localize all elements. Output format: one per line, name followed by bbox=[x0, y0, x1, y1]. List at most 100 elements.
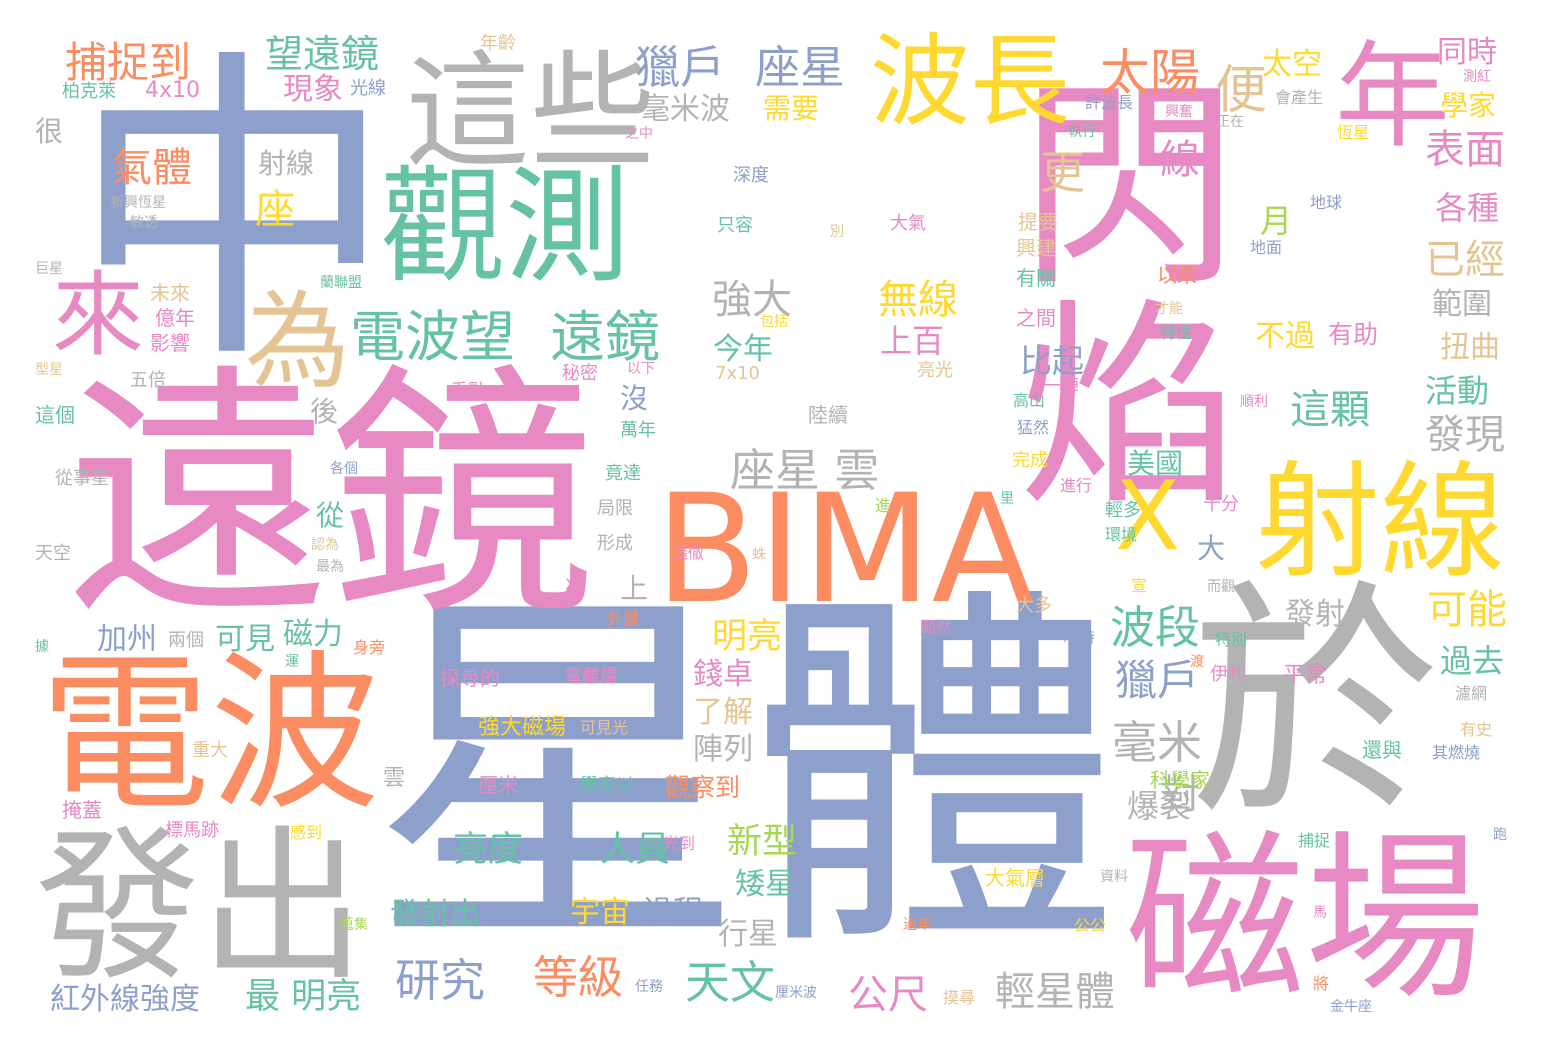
word-qingxingti: 輕星體 bbox=[995, 969, 1115, 1015]
word-guangxian: 光線 bbox=[350, 78, 386, 99]
word-daduo: 大多 bbox=[1016, 595, 1052, 616]
word-xingfen: 興奮 bbox=[1165, 104, 1193, 120]
word-cong: 從 bbox=[316, 499, 345, 532]
word-wuxian: 無線 bbox=[878, 277, 958, 323]
word-gezhong: 各種 bbox=[1435, 189, 1500, 227]
word-zhirong: 只容 bbox=[717, 215, 753, 236]
word-kejianguang: 可見光 bbox=[580, 718, 629, 737]
word-haomi: 毫米 bbox=[1112, 716, 1203, 769]
word-nianling: 年齡 bbox=[480, 33, 516, 54]
word-yuanjing: 遠鏡 bbox=[65, 343, 595, 651]
word-ju: 據 bbox=[35, 639, 49, 655]
word-guanchadao: 觀察到 bbox=[665, 773, 741, 802]
word-yijing: 已經 bbox=[1425, 237, 1505, 283]
word-zhengzai: 正在 bbox=[1216, 114, 1244, 130]
word-jinnian: 今年 bbox=[713, 332, 773, 367]
word-xingjian: 興建 bbox=[1016, 236, 1056, 260]
word-congshixing: 從事星 bbox=[55, 468, 109, 489]
word-xingti: 星體 bbox=[370, 559, 1120, 995]
word-renwu: 任務 bbox=[635, 979, 663, 995]
word-tiyao: 提要 bbox=[1018, 210, 1058, 234]
word-tebie: 特別 bbox=[1215, 630, 1248, 649]
word-yuanjing-2: 遠鏡 bbox=[550, 305, 661, 369]
word-qiangdacichang: 強大磁場 bbox=[478, 715, 567, 740]
word-huichansheng: 會產生 bbox=[1275, 88, 1324, 107]
word-bokelai: 柏克萊 bbox=[62, 81, 116, 102]
word-bie: 別 bbox=[830, 224, 844, 240]
word-meiguo: 美國 bbox=[1127, 447, 1184, 480]
word-zhijian: 之間 bbox=[1016, 306, 1056, 330]
word-caineng: 才能 bbox=[1155, 301, 1183, 317]
word-mengran: 猛然 bbox=[1017, 418, 1050, 437]
word-geng: 更 bbox=[1040, 146, 1086, 199]
word-xingxing: 行星 bbox=[718, 917, 778, 952]
word-shangbai: 上百 bbox=[880, 322, 945, 360]
word-biqi: 比起 bbox=[1020, 342, 1085, 380]
word-liaojie: 了解 bbox=[693, 695, 753, 730]
word-zhongdian: 重點 bbox=[450, 381, 486, 402]
word-renwei: 認為 bbox=[311, 537, 339, 553]
word-x: X bbox=[1115, 462, 1181, 572]
word-jiazhou: 加州 bbox=[97, 622, 157, 657]
word-qingduo: 輕多 bbox=[1105, 500, 1141, 521]
word-erguan: 而觀 bbox=[1207, 579, 1235, 595]
word-x-small: X bbox=[565, 575, 576, 594]
word-yangai: 掩蓋 bbox=[62, 798, 102, 822]
word-lanlianmeng: 蘭聯盟 bbox=[320, 275, 362, 291]
word-gaoshan: 高山 bbox=[1013, 391, 1046, 410]
word-liangge: 兩個 bbox=[168, 630, 204, 651]
word-yanjiu: 研究 bbox=[395, 954, 486, 1007]
word-zuoxing: 座星 bbox=[755, 41, 846, 94]
word-yu: 於 bbox=[1190, 559, 1440, 850]
word-shanyan: 閃焰 bbox=[982, 70, 1238, 510]
word-fashechu: 發射出 bbox=[390, 897, 480, 932]
word-xuan: 宣 bbox=[1131, 576, 1148, 595]
word-jingda: 竟達 bbox=[605, 463, 641, 484]
word-wubei: 五倍 bbox=[130, 370, 166, 391]
word-xinxinghengxing: 新興恆星 bbox=[110, 195, 166, 211]
word-7x10: 7x10 bbox=[715, 363, 761, 384]
word-shang: 上 bbox=[620, 572, 649, 605]
word-mintou: 敏透 bbox=[130, 215, 158, 231]
word-haomibo: 毫米波 bbox=[640, 92, 730, 127]
word-nian: 年 bbox=[1335, 30, 1451, 164]
word-ziliao: 資料 bbox=[1100, 869, 1128, 885]
word-xianran: 顯然 bbox=[920, 618, 953, 637]
word-hengxing: 恆星 bbox=[1337, 123, 1370, 142]
word-yixia: 以下 bbox=[627, 361, 655, 377]
word-qiangda: 強大 bbox=[712, 277, 792, 323]
word-texing: 特性 bbox=[1160, 323, 1193, 342]
word-weilai: 未來 bbox=[150, 281, 190, 305]
word-dimian: 地面 bbox=[1250, 238, 1283, 257]
word-ma: 馬 bbox=[1313, 905, 1327, 921]
word-kejian: 可見 bbox=[215, 622, 275, 657]
word-zuoxingyun: 座星 雲 bbox=[730, 444, 880, 497]
word-liangguang: 亮光 bbox=[917, 360, 953, 381]
word-yingxiang: 影響 bbox=[150, 331, 190, 355]
word-luxu: 陸續 bbox=[808, 403, 848, 427]
word-jinniuzuo: 金牛座 bbox=[1330, 999, 1372, 1015]
word-huanjing: 環境 bbox=[1105, 525, 1138, 544]
word-shexian: 射線 bbox=[1255, 450, 1505, 595]
word-zhu: 蛛 bbox=[752, 547, 766, 563]
word-tianwen: 天文 bbox=[685, 956, 776, 1009]
word-juxian: 局限 bbox=[597, 498, 633, 519]
word-qianzhuo: 錢卓 bbox=[693, 657, 753, 692]
word-jinxing: 進行 bbox=[1060, 476, 1093, 495]
word-mingliang: 明亮 bbox=[712, 617, 783, 657]
word-cehong: 測紅 bbox=[1463, 69, 1491, 85]
word-niuqu: 扭曲 bbox=[1440, 330, 1500, 365]
word-qiti: 氣體 bbox=[112, 145, 192, 191]
word-xuejia: 學家 bbox=[1440, 89, 1497, 122]
word-tanxunde: 探尋的 bbox=[440, 666, 500, 690]
word-buzhuodao: 捕捉到 bbox=[65, 38, 192, 87]
word-gonggong: 公公 bbox=[1074, 916, 1107, 935]
word-taikong: 太空 bbox=[1262, 47, 1322, 82]
word-bima: BIMA bbox=[655, 463, 1035, 637]
word-baokuo: 包括 bbox=[760, 314, 788, 330]
word-daqiceng: 大氣層 bbox=[985, 866, 1045, 890]
word-xianxiang: 現象 bbox=[283, 72, 343, 107]
word-liangdu: 亮度 bbox=[453, 830, 524, 870]
word-faxian: 發現 bbox=[1425, 412, 1505, 458]
word-luwang: 濾網 bbox=[1455, 684, 1488, 703]
